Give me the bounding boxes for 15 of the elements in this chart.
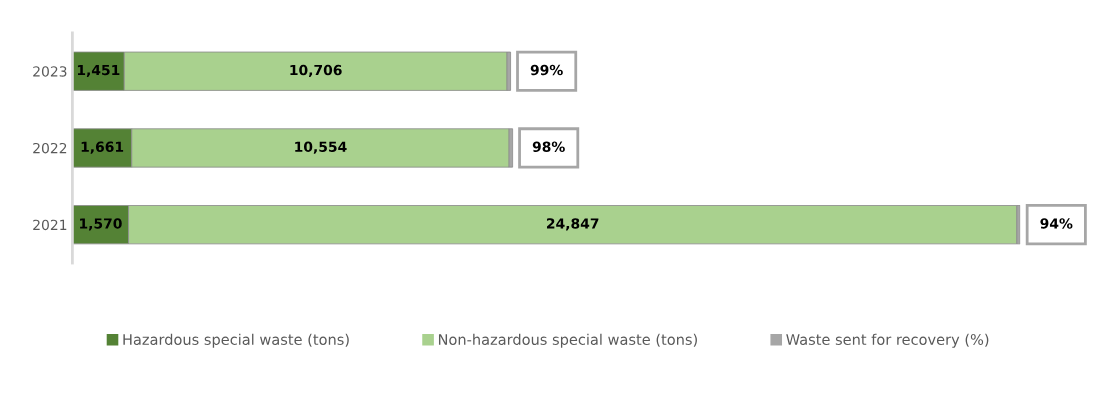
- legend-label: Hazardous special waste (tons): [123, 333, 349, 348]
- data-label: 10,554: [295, 141, 347, 154]
- data-label: 1,570: [80, 218, 122, 231]
- data-label: 94%: [1040, 218, 1073, 229]
- legend-label: Waste sent for recovery (%): [786, 333, 989, 348]
- data-label: 1,661: [81, 141, 124, 154]
- data-label: 10,706: [290, 64, 342, 78]
- legend-label: Non-hazardous special waste (tons): [438, 333, 697, 348]
- data-label: 1,451: [77, 64, 120, 78]
- data-label: 99%: [530, 64, 563, 76]
- y-tick-label: 2022: [33, 142, 67, 154]
- data-label: 24,847: [546, 218, 599, 231]
- y-tick-label: 2021: [33, 219, 67, 231]
- y-tick-label: 2023: [33, 66, 67, 77]
- data-label: 98%: [532, 141, 565, 152]
